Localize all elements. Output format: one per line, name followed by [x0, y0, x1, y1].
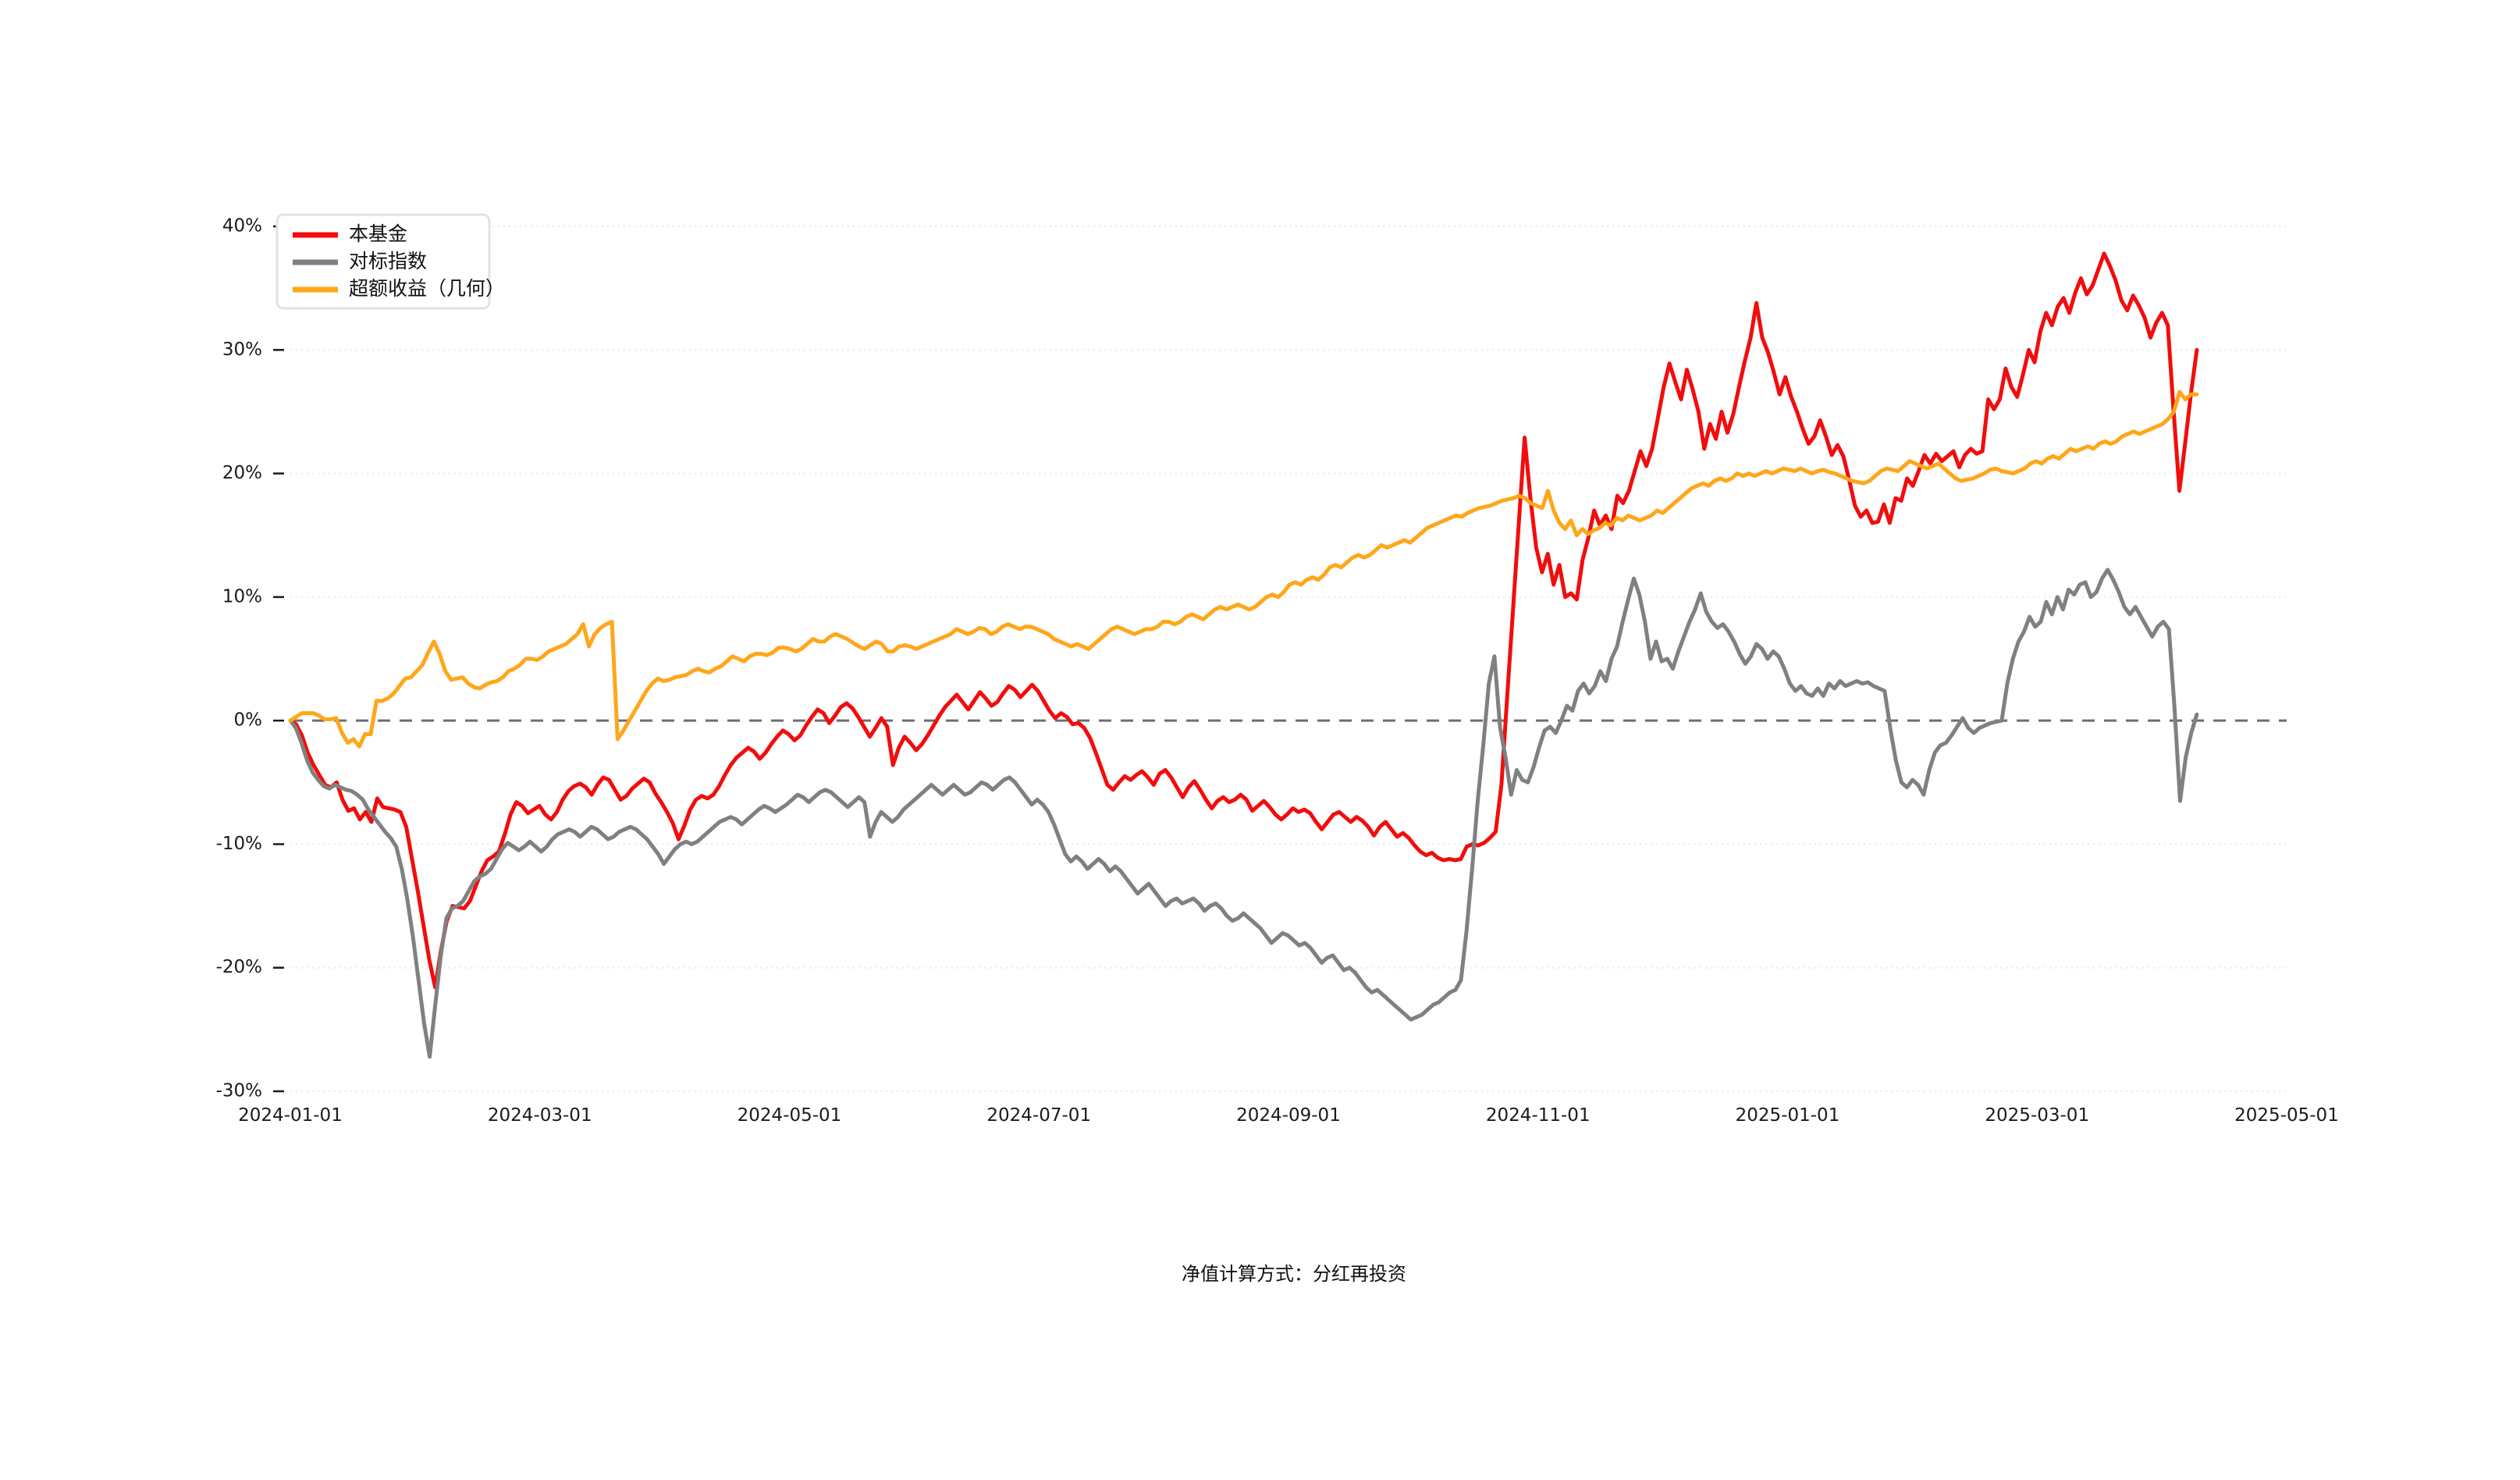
x-tick-label: 2024-09-01 — [1236, 1105, 1341, 1126]
y-tick-label: -20% — [216, 957, 262, 977]
y-tick-label: 0% — [234, 710, 263, 731]
x-tick-label: 2025-05-01 — [2234, 1105, 2339, 1126]
legend-background — [275, 213, 491, 310]
gridlines — [290, 226, 2287, 1092]
legend-label-benchmark: 对标指数 — [349, 250, 427, 272]
x-tick-label: 2024-11-01 — [1486, 1105, 1591, 1126]
series-line-fund — [288, 251, 2199, 990]
y-tick-label: 20% — [222, 463, 262, 483]
x-tick-label: 2024-01-01 — [238, 1105, 343, 1126]
y-tick-label: 30% — [222, 340, 262, 360]
legend-label-fund: 本基金 — [349, 222, 407, 245]
footnote-text: 净值计算方式：分红再投资 — [1182, 1263, 1406, 1285]
series-lines — [288, 251, 2199, 1059]
y-axis-ticks: 40% 30% 20% 10% 0% -10% -20% -30% — [216, 216, 284, 1101]
x-tick-label: 2025-03-01 — [1985, 1105, 2089, 1126]
series-line-benchmark — [288, 567, 2199, 1059]
y-tick-label: -10% — [216, 834, 262, 854]
legend-item-excess[interactable]: 超额收益（几何） — [293, 277, 505, 300]
legend-label-excess: 超额收益（几何） — [349, 277, 505, 300]
series-line-excess — [288, 390, 2199, 749]
y-tick-label: -30% — [216, 1081, 262, 1101]
x-axis-ticks: 2024-01-01 2024-03-01 2024-05-01 2024-07-01… — [238, 1105, 2339, 1126]
x-tick-label: 2024-03-01 — [488, 1105, 592, 1126]
y-tick-label: 10% — [222, 586, 262, 607]
x-tick-label: 2024-07-01 — [986, 1105, 1091, 1126]
x-tick-label: 2025-01-01 — [1736, 1105, 1840, 1126]
x-tick-label: 2024-05-01 — [738, 1105, 842, 1126]
legend-item-fund[interactable]: 本基金 — [293, 222, 407, 245]
legend-item-benchmark[interactable]: 对标指数 — [293, 250, 427, 272]
y-tick-label: 40% — [222, 216, 262, 237]
